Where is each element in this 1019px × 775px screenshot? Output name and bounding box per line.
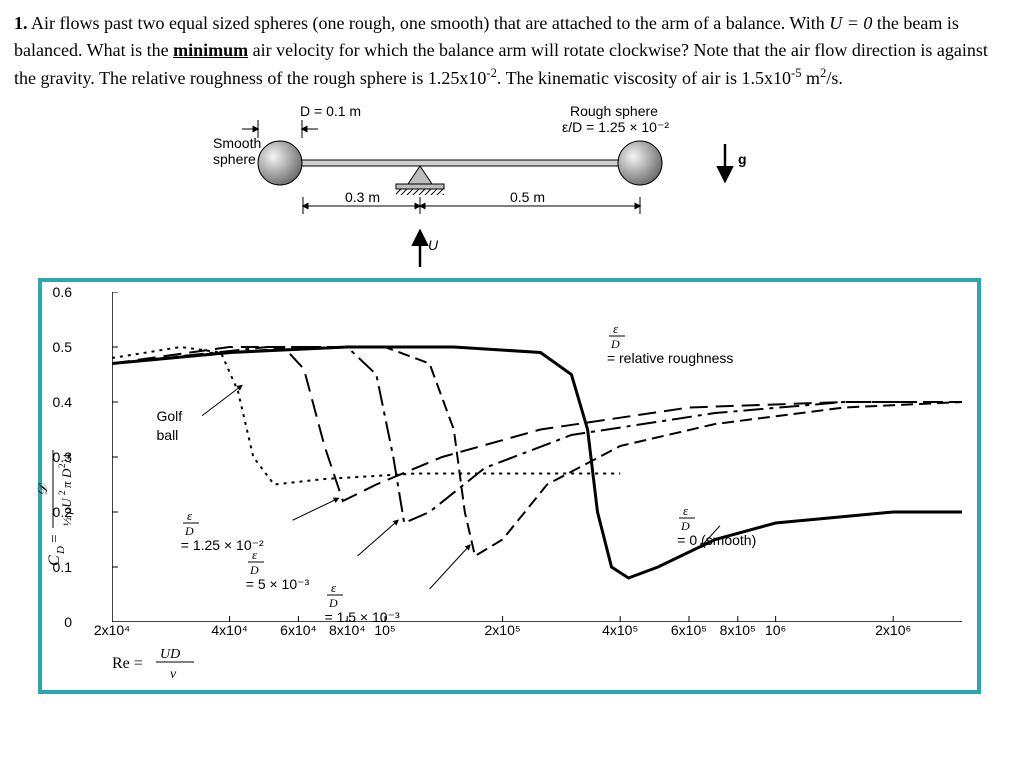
x-tick-label: 4x10⁵	[602, 622, 638, 638]
y-tick-label: 0.6	[53, 284, 72, 300]
svg-text:D: D	[59, 468, 74, 479]
question-text: 1. Air flows past two equal sized sphere…	[14, 10, 1005, 92]
right-distance: 0.5 m	[510, 189, 545, 205]
gravity-label: g	[738, 151, 747, 167]
svg-text:2: 2	[57, 491, 67, 496]
q-part-4: . The kinematic viscosity of air is 1.5x…	[497, 68, 791, 88]
rough-label-2: ε/D = 1.25 × 10⁻²	[562, 119, 669, 135]
balance-diagram: D = 0.1 m Smooth sphere Rough sphere ε/D…	[170, 102, 850, 272]
svg-text:=: =	[47, 535, 63, 543]
y-tick-label: 0	[64, 614, 72, 630]
svg-text:UD: UD	[160, 647, 180, 662]
smooth-sphere-icon	[258, 141, 302, 185]
svg-text:Re =: Re =	[112, 655, 143, 672]
smooth-label-2: sphere	[213, 151, 256, 167]
y-tick-label: 0.2	[53, 504, 72, 520]
svg-text:ν: ν	[170, 667, 177, 680]
chart-frame: C D = 𝒟 ½ ρU 2 π D 2 /4 00.10.20.30.40.5…	[38, 278, 981, 694]
y-axis-label: C D = 𝒟 ½ ρU 2 π D 2 /4	[27, 406, 77, 566]
chart-area: C D = 𝒟 ½ ρU 2 π D 2 /4 00.10.20.30.40.5…	[112, 292, 967, 680]
y-tick-label: 0.4	[53, 394, 72, 410]
balance-diagram-svg: D = 0.1 m Smooth sphere Rough sphere ε/D…	[170, 102, 850, 272]
x-tick-label: 10⁶	[765, 622, 786, 638]
q-u-eq: U = 0	[829, 13, 872, 33]
x-axis-label: Re = UD ν	[112, 644, 967, 680]
rough-sphere-icon	[618, 141, 662, 185]
q-part-1: Air flows past two equal sized spheres (…	[31, 13, 829, 33]
question-number: 1.	[14, 13, 28, 33]
q-exp-2: -5	[791, 66, 802, 80]
q-part-5: m	[802, 68, 821, 88]
svg-text:π: π	[59, 481, 74, 488]
x-tick-label: 6x10⁵	[671, 622, 707, 638]
x-tick-label: 6x10⁴	[280, 622, 316, 638]
q-part-6: /s.	[826, 68, 843, 88]
smooth-label-1: Smooth	[213, 135, 261, 151]
x-tick-label: 2x10⁵	[485, 622, 521, 638]
q-emph: minimum	[173, 40, 248, 60]
left-distance: 0.3 m	[345, 189, 380, 205]
x-tick-label: 8x10⁴	[329, 622, 365, 638]
x-tick-label: 4x10⁴	[211, 622, 247, 638]
y-tick-label: 0.3	[53, 449, 72, 465]
x-tick-label: 10⁵	[374, 622, 395, 638]
y-tick-label: 0.5	[53, 339, 72, 355]
y-tick-label: 0.1	[53, 559, 72, 575]
x-axis-ticks: 2x10⁴4x10⁴6x10⁴8x10⁴10⁵2x10⁵4x10⁵6x10⁵8x…	[112, 622, 962, 640]
q-exp-1: -2	[486, 66, 497, 80]
x-tick-label: 2x10⁴	[94, 622, 130, 638]
chart-plot	[112, 292, 962, 622]
svg-text:𝒟: 𝒟	[36, 482, 51, 496]
diameter-label: D = 0.1 m	[300, 103, 361, 119]
x-tick-label: 8x10⁵	[720, 622, 756, 638]
svg-text:D: D	[55, 546, 67, 555]
velocity-label: U	[428, 237, 439, 253]
rough-label-1: Rough sphere	[570, 103, 658, 119]
x-tick-label: 2x10⁶	[875, 622, 911, 638]
